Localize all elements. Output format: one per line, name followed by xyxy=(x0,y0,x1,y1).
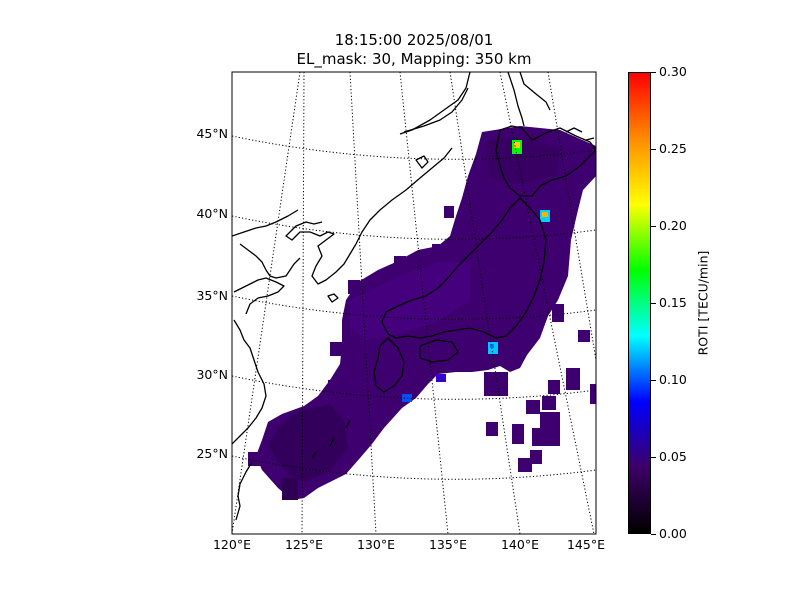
roti-cell xyxy=(248,452,262,466)
colorbar-tick-label: 0.00 xyxy=(659,526,687,541)
roti-cell xyxy=(526,400,540,414)
lon-tick-label: 140°E xyxy=(500,537,539,552)
coastline-kyushu xyxy=(373,337,405,393)
meridian-135e xyxy=(399,72,449,534)
roti-cell xyxy=(348,280,360,294)
coastline-taiwan xyxy=(235,461,253,521)
meridian-150e xyxy=(547,72,596,361)
roti-cell-layer xyxy=(248,126,596,500)
map-title-line1: 18:15:00 2025/08/01 xyxy=(334,31,494,49)
lon-tick-label: 120°E xyxy=(212,537,251,552)
roti-cell xyxy=(530,450,542,464)
roti-cell xyxy=(432,244,446,258)
roti-cell xyxy=(484,372,508,396)
lon-tick-label: 130°E xyxy=(356,537,395,552)
coastline-shandong xyxy=(233,277,285,315)
meridian-125e xyxy=(301,72,305,534)
colorbar-tick-label: 0.30 xyxy=(659,64,687,79)
coastline-sakhalin-east xyxy=(519,72,551,111)
roti-cell xyxy=(578,330,590,342)
lon-tick-label: 135°E xyxy=(428,537,467,552)
lat-tick-label: 30°N xyxy=(196,367,228,382)
roti-main-band-dark xyxy=(268,404,348,482)
colorbar-tick xyxy=(651,457,656,458)
roti-hotspot xyxy=(436,374,446,382)
coastlines xyxy=(232,72,596,521)
parallel-45n xyxy=(232,135,596,160)
colorbar-label: ROTI [TECU/min] xyxy=(695,250,711,356)
colorbar-tick xyxy=(651,534,656,535)
roti-cell xyxy=(330,342,342,356)
lat-tick-label: 35°N xyxy=(196,288,228,303)
colorbar-tick-label: 0.15 xyxy=(659,295,687,310)
parallel-25n xyxy=(232,455,596,480)
coastline-sado xyxy=(415,155,429,169)
coastline-kurils xyxy=(565,127,595,141)
roti-hotspot xyxy=(402,394,412,402)
roti-cell xyxy=(532,428,560,446)
coastline-honshu xyxy=(381,197,547,339)
roti-cell xyxy=(518,458,532,472)
colorbar-tick xyxy=(651,226,656,227)
roti-hotspot xyxy=(490,344,494,348)
coastline-korean-peninsula xyxy=(285,221,357,285)
parallel-35n xyxy=(232,295,596,320)
roti-cell xyxy=(552,304,564,322)
colorbar-tick-label: 0.10 xyxy=(659,372,687,387)
coastline-jeju xyxy=(327,293,339,303)
roti-cell xyxy=(548,380,560,394)
roti-cell xyxy=(540,412,560,430)
colorbar-tick-label: 0.05 xyxy=(659,449,687,464)
coastline-shikoku xyxy=(419,339,459,363)
parallel-30n xyxy=(232,375,596,400)
map-title-line2: EL_mask: 30, Mapping: 350 km xyxy=(296,50,532,68)
coastline-korea-north xyxy=(355,147,453,245)
coastline-hokkaido xyxy=(495,125,596,197)
roti-cell xyxy=(590,384,596,404)
meridian-130e xyxy=(349,72,377,534)
lon-tick-label: 145°E xyxy=(566,537,605,552)
coastline-china-north xyxy=(232,209,299,237)
colorbar-tick-label: 0.20 xyxy=(659,218,687,233)
lat-tick-label: 40°N xyxy=(196,206,228,221)
roti-cell xyxy=(394,256,406,270)
lat-tick-label: 45°N xyxy=(196,126,228,141)
colorbar-tick xyxy=(651,72,656,73)
roti-cell xyxy=(566,368,580,390)
coastline-primorye xyxy=(403,87,469,133)
roti-cell xyxy=(542,396,556,410)
colorbar-tick-label: 0.25 xyxy=(659,141,687,156)
map-frame xyxy=(231,71,597,535)
colorbar-tick xyxy=(651,303,656,304)
lat-tick-label: 25°N xyxy=(196,446,228,461)
lon-tick-label: 125°E xyxy=(284,537,323,552)
roti-cell xyxy=(512,424,524,444)
roti-hotspot xyxy=(514,142,520,148)
roti-hotspot xyxy=(542,212,548,217)
coastline-sakhalin xyxy=(507,72,525,127)
colorbar xyxy=(628,72,651,534)
roti-cell xyxy=(444,206,454,218)
coastline-china-east xyxy=(232,319,267,445)
roti-cell xyxy=(486,422,498,436)
colorbar-tick xyxy=(651,380,656,381)
roti-main-band-hokkaido-dark xyxy=(486,136,560,184)
coastline-liaodong xyxy=(239,243,301,279)
roti-cell xyxy=(328,380,340,394)
coastline-ryukyu xyxy=(311,419,351,459)
colorbar-tick xyxy=(651,149,656,150)
parallel-40n xyxy=(232,215,596,240)
meridian-145e xyxy=(499,72,595,534)
graticule xyxy=(232,72,596,534)
roti-cell xyxy=(282,478,298,500)
